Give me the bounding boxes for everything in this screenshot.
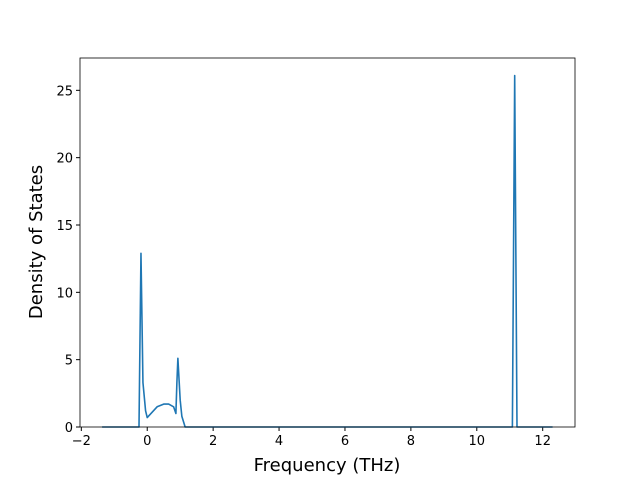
y-tick-label: 15 (56, 219, 73, 234)
y-axis-label: Density of States (26, 165, 47, 319)
y-tick-label: 25 (56, 84, 73, 99)
plot-frame (79, 57, 576, 428)
x-tick-label: 0 (143, 434, 151, 449)
x-tick-label: 2 (209, 434, 217, 449)
dos-line (102, 74, 553, 428)
x-axis-label: Frequency (THz) (254, 455, 401, 476)
x-tick-label: 8 (407, 434, 415, 449)
x-tick-label: 10 (469, 434, 486, 449)
y-tick-label: 5 (65, 354, 73, 369)
x-tick-label: 4 (275, 434, 283, 449)
x-tick-label: −2 (72, 434, 91, 449)
y-tick-label: 10 (56, 286, 73, 301)
y-tick-label: 0 (65, 421, 73, 436)
x-tick-label: 12 (534, 434, 551, 449)
x-tick-label: 6 (341, 434, 349, 449)
y-tick-label: 20 (56, 152, 73, 167)
